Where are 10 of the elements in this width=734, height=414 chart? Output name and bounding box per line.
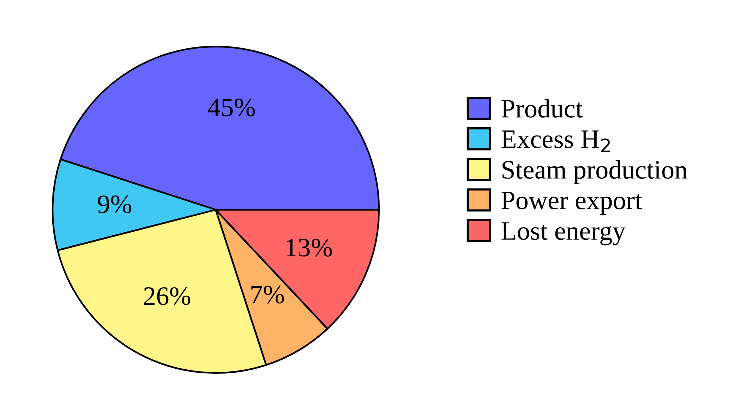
data-label: 9% bbox=[98, 196, 132, 214]
legend-label: Lost energy bbox=[502, 222, 626, 246]
legend-label: Steam production bbox=[502, 160, 688, 184]
data-label: 7% bbox=[252, 286, 284, 304]
legend-label: Product bbox=[502, 99, 583, 118]
data-label: 26% bbox=[144, 287, 191, 306]
data-label: 13% bbox=[287, 238, 332, 257]
legend-label: Excess H$_{2}$ bbox=[502, 130, 610, 152]
legend-label: Power export bbox=[502, 192, 642, 215]
data-label: 45% bbox=[208, 98, 256, 117]
